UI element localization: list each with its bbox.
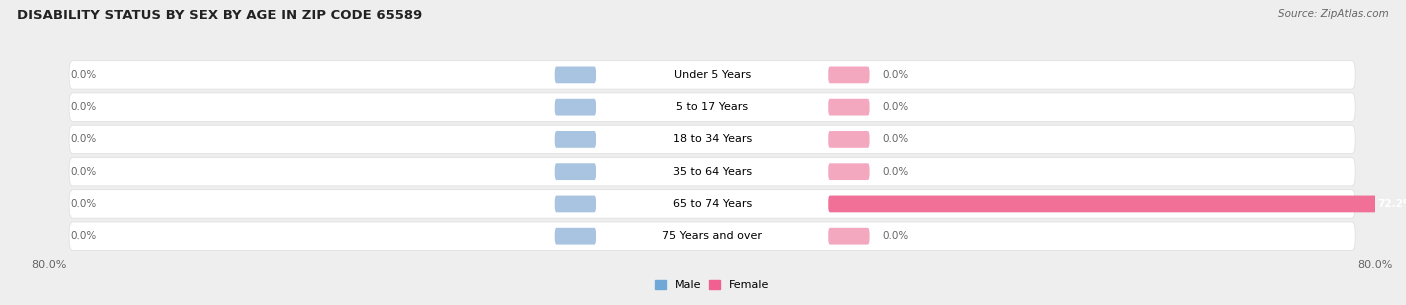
FancyBboxPatch shape (69, 222, 1355, 250)
Text: 18 to 34 Years: 18 to 34 Years (672, 135, 752, 145)
Text: 0.0%: 0.0% (70, 135, 96, 145)
Text: 0.0%: 0.0% (882, 231, 908, 241)
FancyBboxPatch shape (69, 157, 1355, 186)
Text: 35 to 64 Years: 35 to 64 Years (672, 167, 752, 177)
FancyBboxPatch shape (828, 228, 869, 245)
FancyBboxPatch shape (555, 131, 596, 148)
FancyBboxPatch shape (828, 99, 869, 116)
FancyBboxPatch shape (828, 163, 869, 180)
FancyBboxPatch shape (69, 125, 1355, 154)
FancyBboxPatch shape (596, 195, 828, 213)
Text: 0.0%: 0.0% (882, 135, 908, 145)
Text: 0.0%: 0.0% (70, 231, 96, 241)
Text: 75 Years and over: 75 Years and over (662, 231, 762, 241)
Text: 0.0%: 0.0% (70, 70, 96, 80)
FancyBboxPatch shape (596, 228, 828, 245)
FancyBboxPatch shape (596, 131, 828, 148)
Text: 0.0%: 0.0% (70, 199, 96, 209)
Text: DISABILITY STATUS BY SEX BY AGE IN ZIP CODE 65589: DISABILITY STATUS BY SEX BY AGE IN ZIP C… (17, 9, 422, 22)
Text: Source: ZipAtlas.com: Source: ZipAtlas.com (1278, 9, 1389, 19)
Text: 5 to 17 Years: 5 to 17 Years (676, 102, 748, 112)
FancyBboxPatch shape (555, 66, 596, 83)
FancyBboxPatch shape (596, 163, 828, 180)
Text: 0.0%: 0.0% (70, 102, 96, 112)
FancyBboxPatch shape (828, 66, 869, 83)
Text: 0.0%: 0.0% (882, 102, 908, 112)
Text: 0.0%: 0.0% (882, 70, 908, 80)
Text: 72.2%: 72.2% (1378, 199, 1406, 209)
FancyBboxPatch shape (69, 190, 1355, 218)
Text: Under 5 Years: Under 5 Years (673, 70, 751, 80)
Text: 0.0%: 0.0% (70, 167, 96, 177)
FancyBboxPatch shape (555, 228, 596, 245)
FancyBboxPatch shape (69, 61, 1355, 89)
FancyBboxPatch shape (596, 66, 828, 84)
FancyBboxPatch shape (828, 131, 869, 148)
Text: 65 to 74 Years: 65 to 74 Years (672, 199, 752, 209)
FancyBboxPatch shape (69, 93, 1355, 121)
FancyBboxPatch shape (555, 99, 596, 116)
FancyBboxPatch shape (555, 196, 596, 212)
Legend: Male, Female: Male, Female (651, 276, 773, 295)
Text: 0.0%: 0.0% (882, 167, 908, 177)
FancyBboxPatch shape (596, 99, 828, 116)
FancyBboxPatch shape (828, 196, 1406, 212)
FancyBboxPatch shape (555, 163, 596, 180)
